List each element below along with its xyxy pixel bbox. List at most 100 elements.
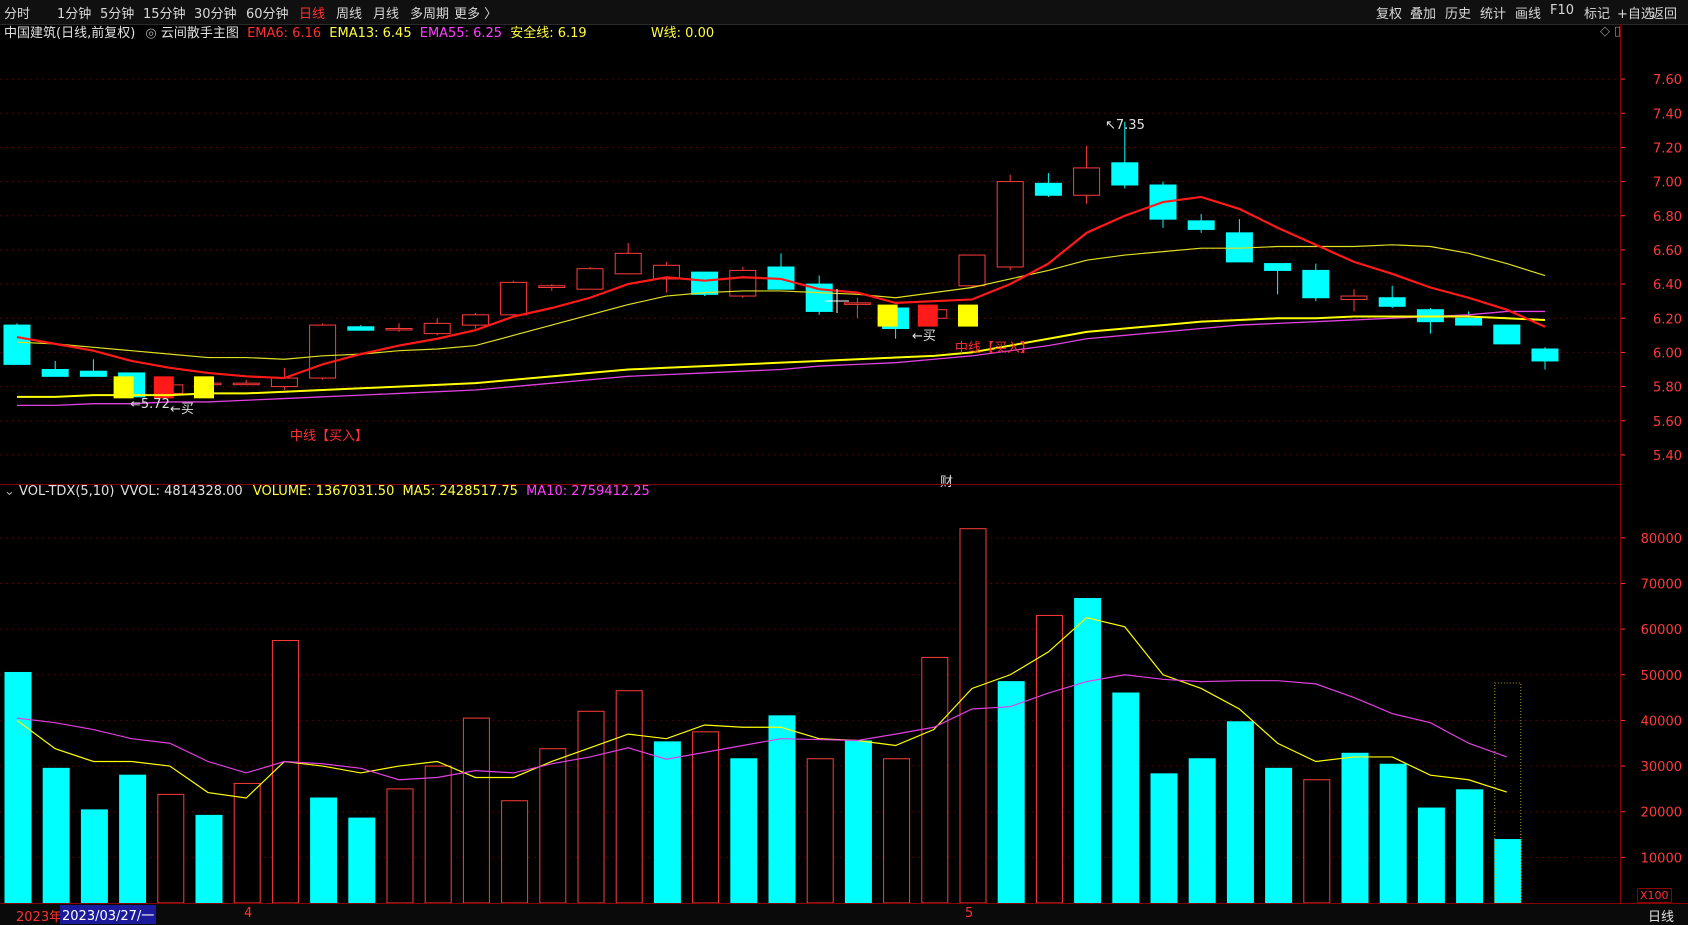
volume-bar (195, 814, 223, 904)
toolbar-right-item[interactable]: 标记 (1584, 7, 1611, 22)
candle-body (232, 382, 260, 386)
toolbar-item[interactable]: 15分钟 (143, 7, 186, 22)
price-tick-label: 6.80 (1653, 210, 1682, 225)
volume-bar (1188, 758, 1216, 904)
toolbar-right-item[interactable]: 统计 (1480, 7, 1507, 22)
toolbar-right-item[interactable]: 复权 (1376, 7, 1403, 22)
month-5-label: 5 (965, 906, 974, 921)
diamond-icon[interactable]: ◇ (1600, 24, 1610, 39)
candle-body (270, 377, 298, 388)
toolbar-item[interactable]: 更多 〉 (454, 7, 498, 22)
volume-bar (1494, 839, 1522, 904)
volume-bar (386, 788, 414, 904)
volume-bar (1226, 721, 1254, 904)
candle-body (958, 254, 986, 287)
volume-bar (271, 640, 299, 904)
volume-tick-label: 40000 (1641, 714, 1682, 729)
safe-line-value: 安全线: 6.19 (510, 26, 587, 41)
x100-label: X100 (1637, 888, 1672, 903)
volume-bar (348, 817, 376, 904)
volume-bar (1379, 763, 1407, 904)
toolbar-item[interactable]: 月线 (373, 7, 400, 22)
high-price-label: ↖7.35 (1105, 118, 1145, 133)
toolbar-item[interactable]: 分时 (4, 7, 31, 22)
candle-body (1264, 263, 1292, 271)
candle-body (729, 269, 757, 297)
volume-bar (1265, 767, 1293, 904)
mid-buy-label: 中线【买入】 (290, 429, 368, 444)
w-line-value: W线: 0.00 (650, 26, 715, 41)
toolbar-right-item[interactable]: +自选 (1617, 7, 1654, 22)
volume-bar (1341, 752, 1369, 904)
volume-bar (462, 717, 490, 904)
volume-bar (119, 774, 147, 904)
toolbar-right-item[interactable]: F10 (1550, 3, 1575, 18)
ema6-line (16, 195, 1546, 380)
safe-line (17, 315, 1546, 398)
volume-bar (959, 528, 987, 904)
indicator-name[interactable]: 云间散手主图 (160, 26, 239, 41)
price-tick-label: 6.20 (1653, 312, 1682, 327)
vol-indicator-name[interactable]: VOL-TDX(5,10) (19, 484, 115, 499)
candle-body (1378, 297, 1406, 307)
volume-tick-label: 50000 (1641, 669, 1682, 684)
volume-bar (1303, 779, 1331, 904)
toolbar-item[interactable]: 5分钟 (100, 7, 135, 22)
mid-buy-label: 中线【买入】 (955, 341, 1033, 356)
ema6-value: EMA6: 6.16 (247, 26, 322, 41)
toolbar-right-item[interactable]: 画线 (1515, 7, 1542, 22)
candle-body (41, 369, 69, 377)
toolbar-item[interactable]: 1分钟 (57, 7, 92, 22)
price-tick-label: 5.80 (1653, 381, 1682, 396)
volume-bar (539, 748, 567, 904)
candle-body (1455, 317, 1483, 326)
vvol-value: VVOL: 4814328.00 (120, 484, 243, 499)
chevron-down-icon[interactable]: ⌄ (4, 484, 15, 499)
price-tick-label: 7.60 (1653, 73, 1682, 88)
toolbar-right-item[interactable]: 返回 (1651, 7, 1678, 22)
buy-signal-block (917, 304, 938, 327)
ma5-value: MA5: 2428517.75 (402, 484, 518, 499)
toolbar-right-item[interactable]: 历史 (1445, 7, 1472, 22)
volume-bar (806, 758, 834, 904)
volume-tick-label: 60000 (1641, 623, 1682, 638)
ema55-line (17, 310, 1545, 407)
period-toolbar: 分时 1分钟 5分钟 15分钟 30分钟 60分钟 日线 周线 月线 多周期 更多 〉 复权 叠加 历史统… (0, 0, 1688, 25)
buy-signal-block (113, 376, 134, 399)
ema13-line (16, 244, 1546, 360)
vol-info-row: ⌄ VOL-TDX(5,10) VVOL: 4814328.00 VOLUME:… (4, 484, 650, 499)
toolbar-item[interactable]: 60分钟 (246, 7, 289, 22)
volume-value: VOLUME: 1367031.50 (252, 484, 395, 499)
candle-body (461, 314, 489, 326)
toolbar-item[interactable]: 周线 (336, 7, 363, 22)
candle-body (614, 252, 642, 275)
volume-tick-label: 10000 (1641, 851, 1682, 866)
finance-marker: 财 (940, 475, 953, 490)
price-tick-label: 7.20 (1653, 141, 1682, 156)
window-icon[interactable]: ▯ (1614, 24, 1622, 39)
buy-signal-block (958, 304, 978, 327)
buy-signal-block (877, 304, 898, 327)
volume-bar (310, 797, 338, 904)
panel-divider (0, 484, 1620, 485)
stock-name[interactable]: 中国建筑(日线,前复权) (4, 26, 136, 41)
toolbar-right-item[interactable]: 叠加 (1410, 7, 1437, 22)
period-label[interactable]: 日线 (1648, 910, 1675, 925)
volume-bar (42, 767, 70, 904)
toolbar-item[interactable]: 30分钟 (194, 7, 237, 22)
price-tick-label: 7.40 (1653, 107, 1682, 122)
volume-bar (692, 731, 720, 904)
panel-controls: ◇ ▯ (1600, 24, 1621, 39)
volume-bar (921, 656, 949, 904)
volume-bar (768, 715, 796, 904)
year-label: 2023年 (16, 910, 63, 925)
volume-bar (844, 740, 872, 904)
volume-bar (615, 690, 643, 904)
toolbar-active-item[interactable]: 日线 (299, 7, 326, 22)
candle-body (1493, 324, 1521, 345)
volume-bar (80, 809, 108, 904)
candle-body (576, 268, 604, 290)
volume-bar (883, 758, 911, 904)
toolbar-item[interactable]: 多周期 (410, 7, 450, 22)
